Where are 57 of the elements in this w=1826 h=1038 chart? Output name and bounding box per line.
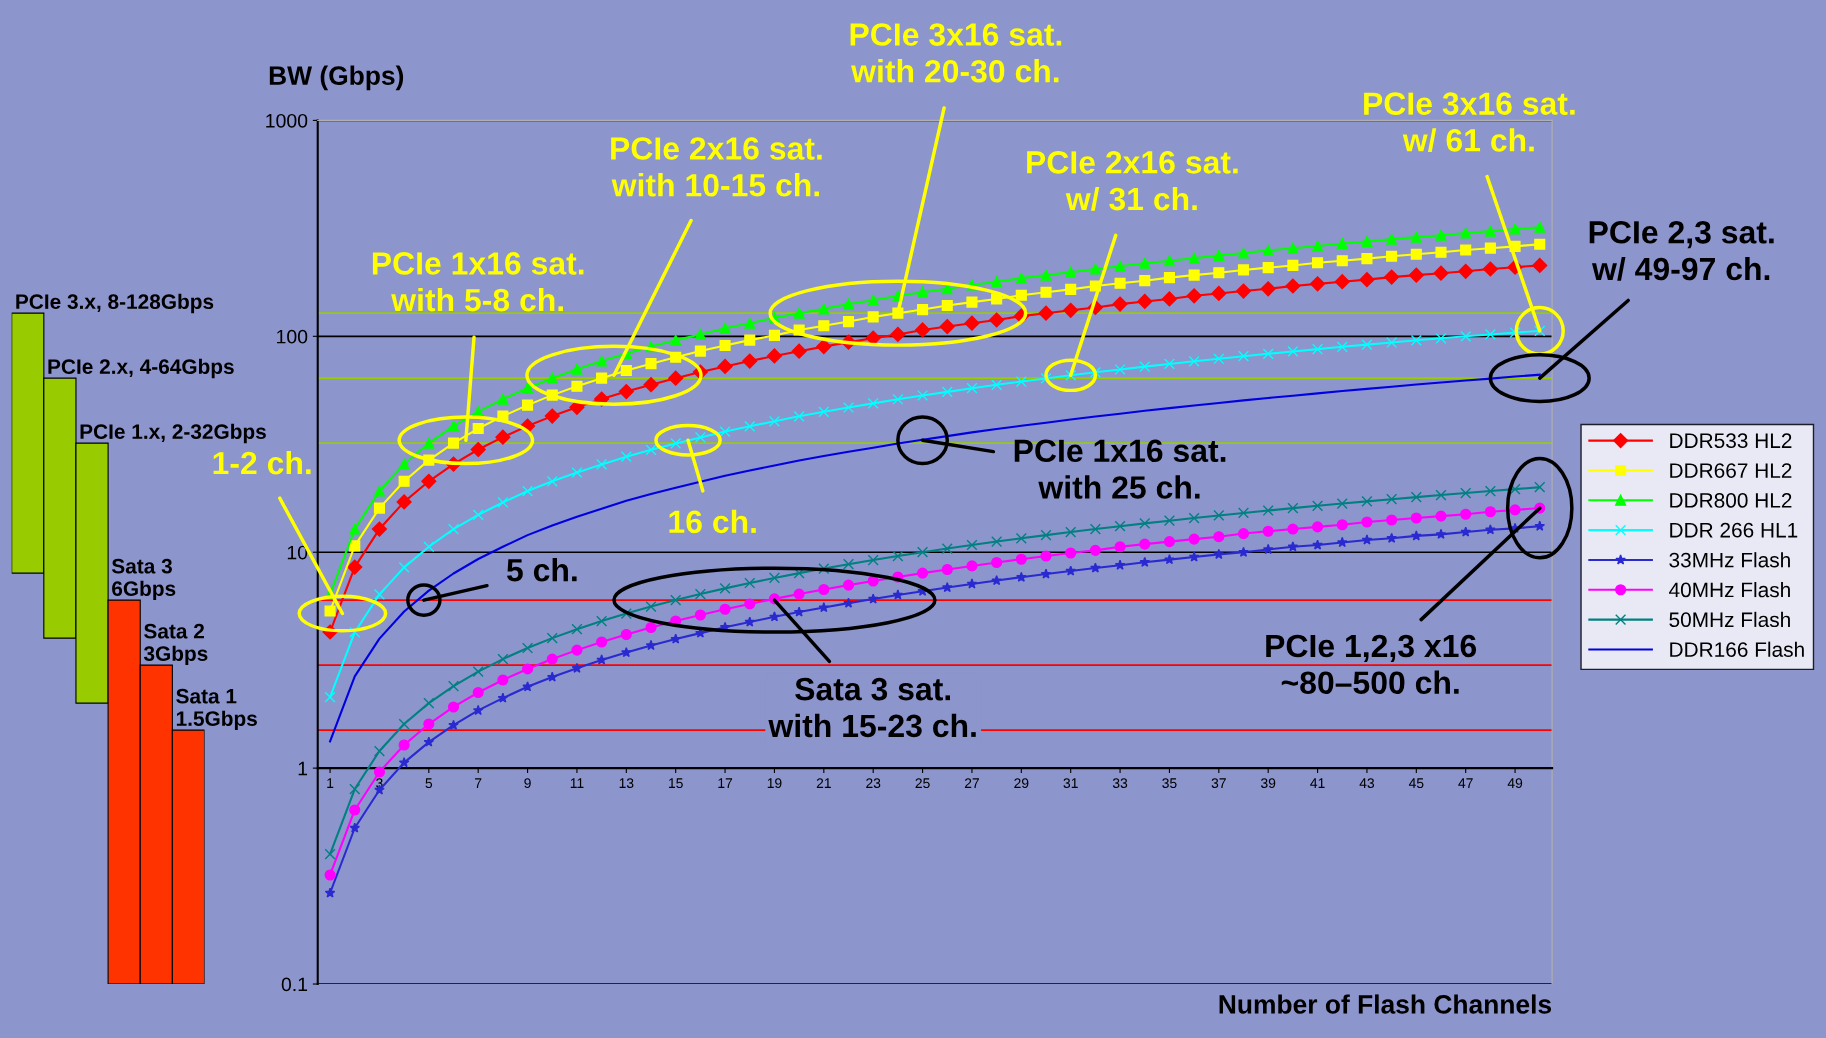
x-tick-label: 19 [767,778,782,789]
x-tick-label: 5 [425,778,433,789]
x-tick-label: 15 [669,778,683,789]
x-tick-label: 29 [1014,778,1029,789]
y-tick-label: 1000 [266,113,308,128]
annotation: PCIe 3x16 sat. with 20-30 ch. [850,23,1062,83]
annotation: PCIe 2,3 sat. w/ 49-97 ch. [1589,221,1774,281]
y-tick-label: 1 [298,761,308,776]
annotation: Sata 1 1.5Gbps [176,688,257,731]
x-tick-label: 21 [816,778,831,788]
annotation: Sata 2 3Gbps [143,623,208,666]
x-tick-label: 41 [1310,778,1325,788]
x-tick-label: 27 [964,778,979,788]
legend-label: 40MHz Flash [1669,581,1790,598]
x-tick-label: 13 [619,778,634,789]
annotation: PCIe 3.x, 8-128Gbps [16,293,214,314]
x-tick-label: 45 [1408,778,1424,789]
y-axis-title: BW (Gbps) [269,65,404,91]
x-tick-label: 43 [1359,778,1375,789]
annotation: PCIe 1x16 sat. with 5-8 ch. [372,252,584,312]
x-tick-label: 11 [570,778,584,788]
x-tick-label: 25 [915,778,930,789]
annotation: PCIe 2.x, 4-64Gbps [48,358,234,379]
annotation: PCIe 1.x, 2-32Gbps [80,423,266,444]
annotation: 1-2 ch. [213,450,311,475]
x-tick-label: 23 [866,778,881,789]
y-tick-label: 10 [287,545,308,560]
annotation: PCIe 1,2,3 x16 ~80–500 ch. [1266,634,1477,695]
x-tick-label: 37 [1211,778,1226,789]
x-tick-label: 31 [1063,778,1078,789]
annotation: PCIe 2x16 sat. with 10-15 ch. [611,137,822,197]
annotation: 5 ch. [506,558,577,582]
y-tick-label: 100 [277,329,308,344]
legend-label: DDR667 HL2 [1670,463,1792,478]
x-tick-label: 17 [718,778,733,788]
legend-label: DDR533 HL2 [1670,433,1792,449]
x-tick-label: 47 [1458,778,1473,788]
annotation: PCIe 1x16 sat. with 25 ch. [1014,439,1226,499]
x-tick-label: 33 [1112,778,1128,789]
annotation: Sata 3 sat. with 15-23 ch. [768,677,976,738]
legend-label: DDR800 HL2 [1670,493,1792,508]
x-tick-label: 49 [1507,778,1523,789]
annotation: 16 ch. [669,509,756,534]
x-tick-label: 7 [475,778,482,788]
legend-label: DDR 266 HL1 [1670,522,1798,538]
x-tick-label: 35 [1162,778,1177,789]
x-tick-label: 39 [1261,778,1276,789]
annotation: Sata 3 6Gbps [111,558,176,601]
annotation: PCIe 3x16 sat. w/ 61 ch. [1364,92,1575,152]
x-tick-label: 9 [524,778,531,789]
annotation: PCIe 2x16 sat. w/ 31 ch. [1027,151,1238,211]
legend-label: 33MHz Flash [1669,552,1790,568]
legend-label: 50MHz Flash [1669,611,1790,628]
x-tick-label: 1 [327,778,334,788]
x-axis-title: Number of Flash Channels [1219,994,1552,1014]
legend-label: DDR166 Flash [1670,641,1804,657]
y-tick-label: 0.1 [281,977,308,992]
